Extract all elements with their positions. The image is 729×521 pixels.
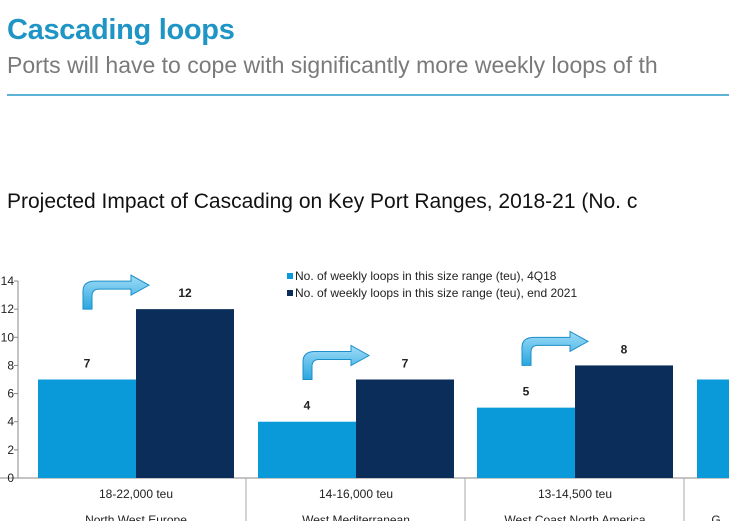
slide-subtitle: Ports will have to cope with significant… <box>7 52 658 78</box>
y-tick-label: 10 <box>1 330 15 344</box>
bar-4q18 <box>477 407 575 478</box>
category-region-label: West Mediterranean <box>302 513 410 521</box>
y-tick-label: 8 <box>7 358 14 372</box>
category-region-label: G <box>711 513 720 521</box>
category-size-label: 13-14,500 teu <box>538 487 612 501</box>
y-tick-label: 6 <box>7 387 14 401</box>
data-label: 7 <box>84 357 91 371</box>
category-region-label: North West Europe <box>85 513 187 521</box>
y-tick-label: 12 <box>1 302 15 316</box>
data-label: 12 <box>178 286 192 300</box>
bar-4q18 <box>697 379 729 478</box>
legend-swatch <box>287 273 293 279</box>
data-label: 8 <box>621 342 628 356</box>
cascade-arrow-icon <box>302 344 371 380</box>
category-size-label: 18-22,000 teu <box>99 487 173 501</box>
legend-label: No. of weekly loops in this size range (… <box>295 269 557 283</box>
cascade-arrow-icon <box>521 330 590 366</box>
y-tick-label: 0 <box>7 471 14 485</box>
legend-swatch <box>287 290 293 296</box>
bar-4q18 <box>258 421 356 478</box>
data-label: 7 <box>402 357 409 371</box>
data-label: 5 <box>523 385 530 399</box>
slide-title: Cascading loops <box>7 14 235 46</box>
y-tick-label: 4 <box>7 415 14 429</box>
category-size-label: 14-16,000 teu <box>319 487 393 501</box>
chart-title: Projected Impact of Cascading on Key Por… <box>7 190 638 213</box>
y-tick-label: 14 <box>1 274 15 288</box>
legend-label: No. of weekly loops in this size range (… <box>295 286 577 300</box>
cascade-arrow-icon <box>82 274 151 310</box>
y-tick-label: 2 <box>7 443 14 457</box>
bar-4q18 <box>38 379 136 478</box>
bar-end-2021 <box>575 365 673 478</box>
title-divider <box>7 94 729 96</box>
data-label: 4 <box>304 399 311 413</box>
category-region-label: West Coast North America <box>504 513 645 521</box>
bar-end-2021 <box>356 379 454 478</box>
bar-end-2021 <box>136 309 234 478</box>
